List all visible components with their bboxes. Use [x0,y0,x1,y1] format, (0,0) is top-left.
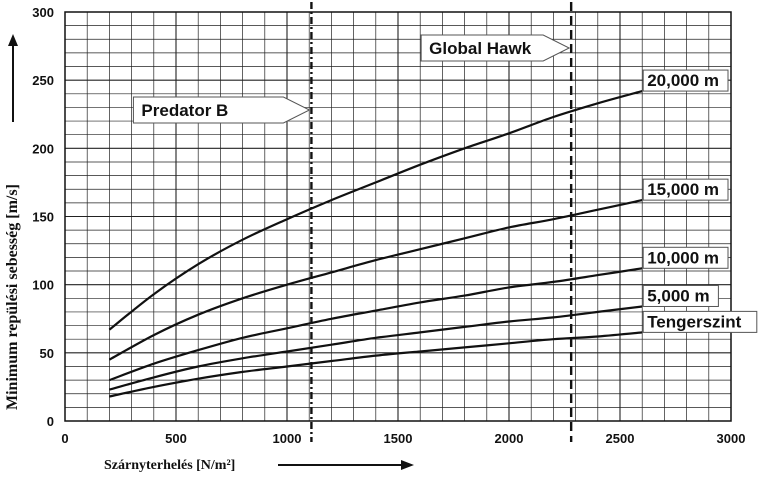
y-tick-label: 150 [32,210,54,225]
vertical-markers: Global Hawk Predator B [132,2,573,442]
x-axis-arrow [278,460,414,470]
series-labels: 20,000 m 15,000 m 10,000 m 5,000 m Tengerszi… [642,69,758,333]
series-label: 5,000 m [647,286,709,305]
y-tick-label: 50 [40,346,54,361]
tick-labels: 0 500 1000 1500 2000 2500 3000 0 50 100 150 200 250 3… [32,5,745,446]
x-tick-label: 500 [165,431,187,446]
series-label-box [642,178,729,201]
marker-label: Predator B [141,101,228,120]
series-label-box [642,284,719,307]
series-label: Tengerszint [647,312,741,331]
series-label: 10,000 m [647,248,719,267]
series-label-box [642,246,729,269]
series-label-box [642,310,758,333]
x-axis-title: Szárnyterhelés [N/m²] [104,458,235,473]
y-axis-arrow [8,34,18,122]
series-line [109,267,643,382]
x-tick-label: 1500 [384,431,413,446]
y-tick-label: 200 [32,141,54,156]
grid [65,12,731,421]
x-tick-label: 3000 [717,431,746,446]
x-tick-label: 1000 [273,431,302,446]
series-label: 20,000 m [647,71,719,90]
y-tick-label: 100 [32,278,54,293]
x-tick-label: 2500 [606,431,635,446]
y-tick-label: 250 [32,73,54,88]
series-line [108,199,643,361]
series-label: 15,000 m [647,180,719,199]
marker-label: Global Hawk [429,39,532,58]
series-line [109,331,643,398]
series-line [109,305,643,391]
plot-frame [64,11,732,422]
x-tick-label: 0 [61,431,68,446]
series-line [108,90,643,331]
y-tick-label: 0 [47,414,54,429]
y-tick-label: 300 [32,5,54,20]
y-axis-title: Minimum repülési sebesség [m/s] [4,184,21,410]
series-label-box [642,69,729,92]
marker-label-box [132,96,311,124]
series-lines [108,90,643,398]
x-tick-label: 2000 [495,431,524,446]
marker-label-box [420,34,571,62]
